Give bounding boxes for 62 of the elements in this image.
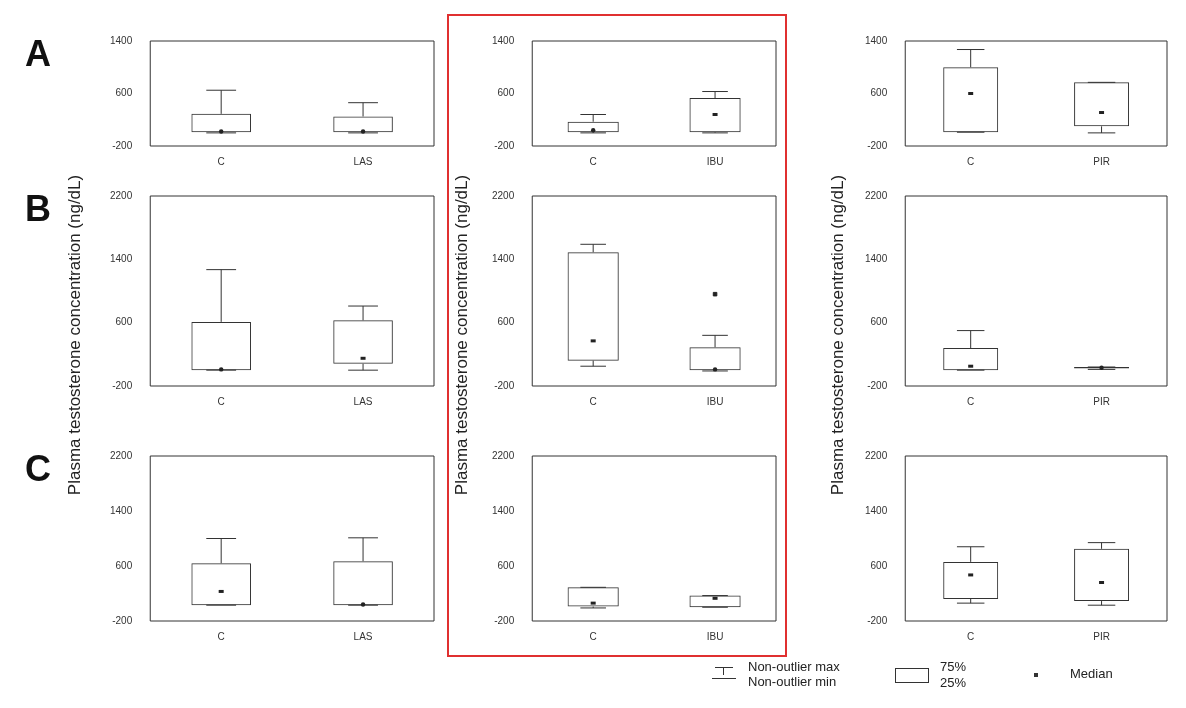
x-tick-label: PIR	[1093, 630, 1110, 642]
y-tick-label: 2200	[492, 449, 515, 461]
x-tick-label: IBU	[706, 630, 724, 642]
y-tick-label: -200	[867, 139, 888, 151]
x-tick-label: PIR	[1093, 155, 1110, 167]
y-tick-label: 1400	[865, 34, 888, 46]
y-tick-label: -200	[867, 379, 888, 391]
y-tick-label: 2200	[110, 189, 133, 201]
x-tick-label: IBU	[706, 155, 724, 167]
x-tick-label: LAS	[353, 630, 373, 642]
y-tick-label: -200	[112, 379, 133, 391]
y-tick-label: 1400	[492, 504, 515, 516]
text: 25%	[940, 675, 967, 690]
y-axis-title: Plasma testosterone concentration (ng/dL)	[65, 174, 86, 496]
y-tick-label: 2200	[110, 449, 133, 461]
x-tick-label: C	[217, 395, 225, 407]
text: Non-outlier min	[748, 674, 837, 689]
x-tick-label: C	[217, 630, 225, 642]
y-tick-label: 600	[497, 559, 515, 571]
x-tick-label: C	[967, 155, 975, 167]
y-axis-title: Plasma testosterone concentration (ng/dL)	[828, 174, 849, 496]
x-tick-label: C	[967, 630, 975, 642]
x-tick-label: LAS	[353, 395, 373, 407]
x-tick-label: C	[589, 395, 597, 407]
y-tick-label: 600	[115, 559, 133, 571]
y-tick-label: -200	[112, 614, 133, 626]
y-tick-label: 1400	[865, 253, 888, 265]
y-tick-label: 1400	[110, 34, 133, 46]
y-tick-label: 600	[115, 316, 133, 328]
y-tick-label: 2200	[865, 449, 888, 461]
y-tick-label: 600	[870, 316, 888, 328]
y-tick-label: -200	[494, 614, 515, 626]
x-tick-label: C	[589, 630, 597, 642]
y-tick-label: -200	[112, 139, 133, 151]
text: A	[25, 33, 51, 75]
text: 75%	[940, 659, 967, 674]
y-tick-label: -200	[494, 139, 515, 151]
y-tick-label: -200	[494, 379, 515, 391]
x-tick-label: C	[967, 395, 975, 407]
y-tick-label: -200	[867, 614, 888, 626]
text: Median	[1070, 666, 1113, 681]
y-tick-label: 1400	[492, 34, 515, 46]
y-tick-label: 1400	[110, 504, 133, 516]
y-tick-label: 600	[497, 316, 515, 328]
y-tick-label: 1400	[865, 504, 888, 516]
text: B	[25, 188, 51, 230]
y-tick-label: 1400	[110, 253, 133, 265]
x-tick-label: C	[217, 155, 225, 167]
y-tick-label: 2200	[865, 189, 888, 201]
text: C	[25, 448, 51, 490]
x-tick-label: LAS	[353, 155, 373, 167]
x-tick-label: IBU	[706, 395, 724, 407]
y-tick-label: 600	[870, 559, 888, 571]
y-tick-label: 2200	[492, 189, 515, 201]
y-tick-label: 600	[497, 87, 515, 99]
y-tick-label: 600	[115, 87, 133, 99]
x-tick-label: C	[589, 155, 597, 167]
y-tick-label: 1400	[492, 253, 515, 265]
text: Non-outlier max	[748, 659, 840, 674]
y-tick-label: 600	[870, 87, 888, 99]
x-tick-label: PIR	[1093, 395, 1110, 407]
y-axis-title: Plasma testosterone concentration (ng/dL)	[452, 174, 473, 496]
